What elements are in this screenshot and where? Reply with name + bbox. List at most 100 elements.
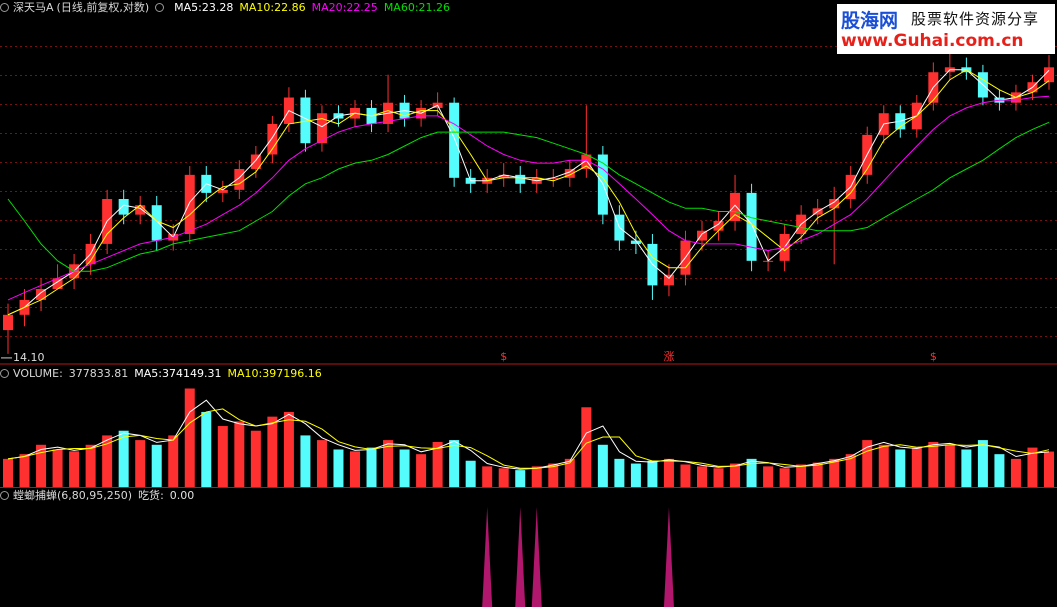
volume-header: VOLUME: 377833.81 MA5:374149.31 MA10:3971…: [0, 366, 322, 381]
separator: :: [158, 367, 163, 380]
volume-bar: [796, 464, 807, 487]
volume-bar: [267, 416, 278, 487]
candle-body: [730, 192, 741, 222]
volume-bar: [630, 463, 641, 487]
candle-body: [746, 192, 757, 261]
ma-line: [7, 69, 1050, 316]
volume-bar: [531, 466, 542, 487]
volume-bar: [432, 441, 443, 487]
candle-body: [184, 174, 195, 234]
volume-title: VOLUME: [13, 367, 60, 380]
volume-bar: [416, 454, 427, 487]
volume-bar: [36, 444, 47, 487]
volume-bar: [465, 460, 476, 487]
candle-body: [3, 314, 13, 331]
volume-bar: [994, 454, 1005, 487]
legend-value: 374149.31: [162, 367, 222, 380]
candle-body: [1044, 67, 1054, 83]
candle-body: [300, 97, 311, 144]
collapse-icon[interactable]: [0, 3, 9, 12]
volume-bar: [779, 468, 790, 487]
indicator-header: 螳螂捕蝉(6,80,95,250) 吃货:0.00: [0, 488, 194, 503]
candle-body: [581, 154, 592, 169]
signal-annotation: $: [930, 350, 937, 363]
volume-bar: [234, 421, 245, 487]
volume-bar: [316, 440, 327, 487]
candle-body: [36, 288, 47, 300]
separator: :: [258, 367, 263, 380]
volume-bar: [1027, 447, 1038, 487]
volume-bar: [135, 440, 146, 487]
candle-body: [449, 102, 460, 178]
ma-line: [7, 69, 1050, 316]
volume-bar: [399, 449, 410, 487]
volume-bar: [746, 458, 757, 487]
signal-spike: [531, 507, 542, 607]
legend-name: MA10: [239, 1, 271, 14]
candle-body: [135, 205, 146, 215]
volume-bar: [151, 444, 162, 487]
legend-value: 22.86: [274, 1, 306, 14]
volume-bar: [878, 444, 889, 487]
watermark: 股海网 股票软件资源分享 www.Guhai.com.cn: [837, 4, 1055, 54]
candle-body: [316, 113, 327, 144]
candle-body: [52, 278, 63, 289]
candle-body: [250, 154, 261, 169]
volume-bar: [647, 460, 658, 487]
price-grid: [0, 18, 1057, 362]
volume-bar: [597, 444, 608, 487]
volume-bar: [482, 466, 493, 487]
volume-bar: [977, 440, 988, 487]
separator: :: [342, 1, 347, 14]
ma-line: [7, 95, 1050, 301]
volume-bar: [763, 466, 774, 487]
signal-spike: [482, 507, 493, 607]
signal-spike: [515, 507, 526, 607]
series-value: 0.00: [169, 489, 195, 502]
candle-body: [713, 221, 724, 231]
watermark-url: www.Guhai.com.cn: [841, 31, 1024, 51]
separator: :: [59, 367, 63, 380]
watermark-brand: 股海网: [841, 10, 899, 32]
volume-bar: [201, 411, 212, 487]
volume-value: 377833.81: [68, 367, 129, 380]
legend-name: MA5: [174, 1, 199, 14]
volume-bar: [333, 449, 344, 487]
collapse-icon[interactable]: [0, 491, 9, 500]
volume-bar: [862, 440, 873, 487]
legend-name: MA5: [134, 367, 159, 380]
volume-bar: [614, 458, 625, 487]
volume-bar: [680, 464, 691, 487]
volume-bar: [283, 411, 294, 487]
volume-bar: [961, 449, 972, 487]
separator: :: [160, 489, 164, 502]
stock-title: 深天马A: [13, 1, 54, 14]
collapse-icon[interactable]: [0, 369, 9, 378]
legend-name: MA60: [383, 1, 415, 14]
collapse-icon[interactable]: [155, 3, 165, 12]
signal-spike: [663, 507, 674, 607]
volume-bar: [944, 444, 955, 487]
volume-bar: [928, 441, 939, 487]
signal-annotation: $: [500, 350, 507, 363]
volume-bar: [581, 407, 592, 487]
volume-bar: [69, 451, 80, 487]
volume-bar: [697, 466, 707, 487]
volume-bar: [713, 468, 724, 487]
signal-annotation: 涨: [663, 350, 674, 363]
volume-bar: [52, 449, 63, 487]
candle-body: [515, 174, 526, 184]
volume-bar: [449, 440, 460, 487]
volume-bar: [85, 444, 96, 487]
separator: :: [414, 1, 419, 14]
candle-body: [630, 240, 641, 244]
volume-bar: [829, 458, 840, 487]
candle-body: [498, 174, 509, 178]
legend-name: MA10: [227, 367, 259, 380]
candle-body: [548, 177, 559, 179]
volume-bar: [663, 458, 674, 487]
legend-name: MA20: [311, 1, 343, 14]
volume-bar: [812, 462, 823, 487]
candle-body: [829, 199, 840, 209]
